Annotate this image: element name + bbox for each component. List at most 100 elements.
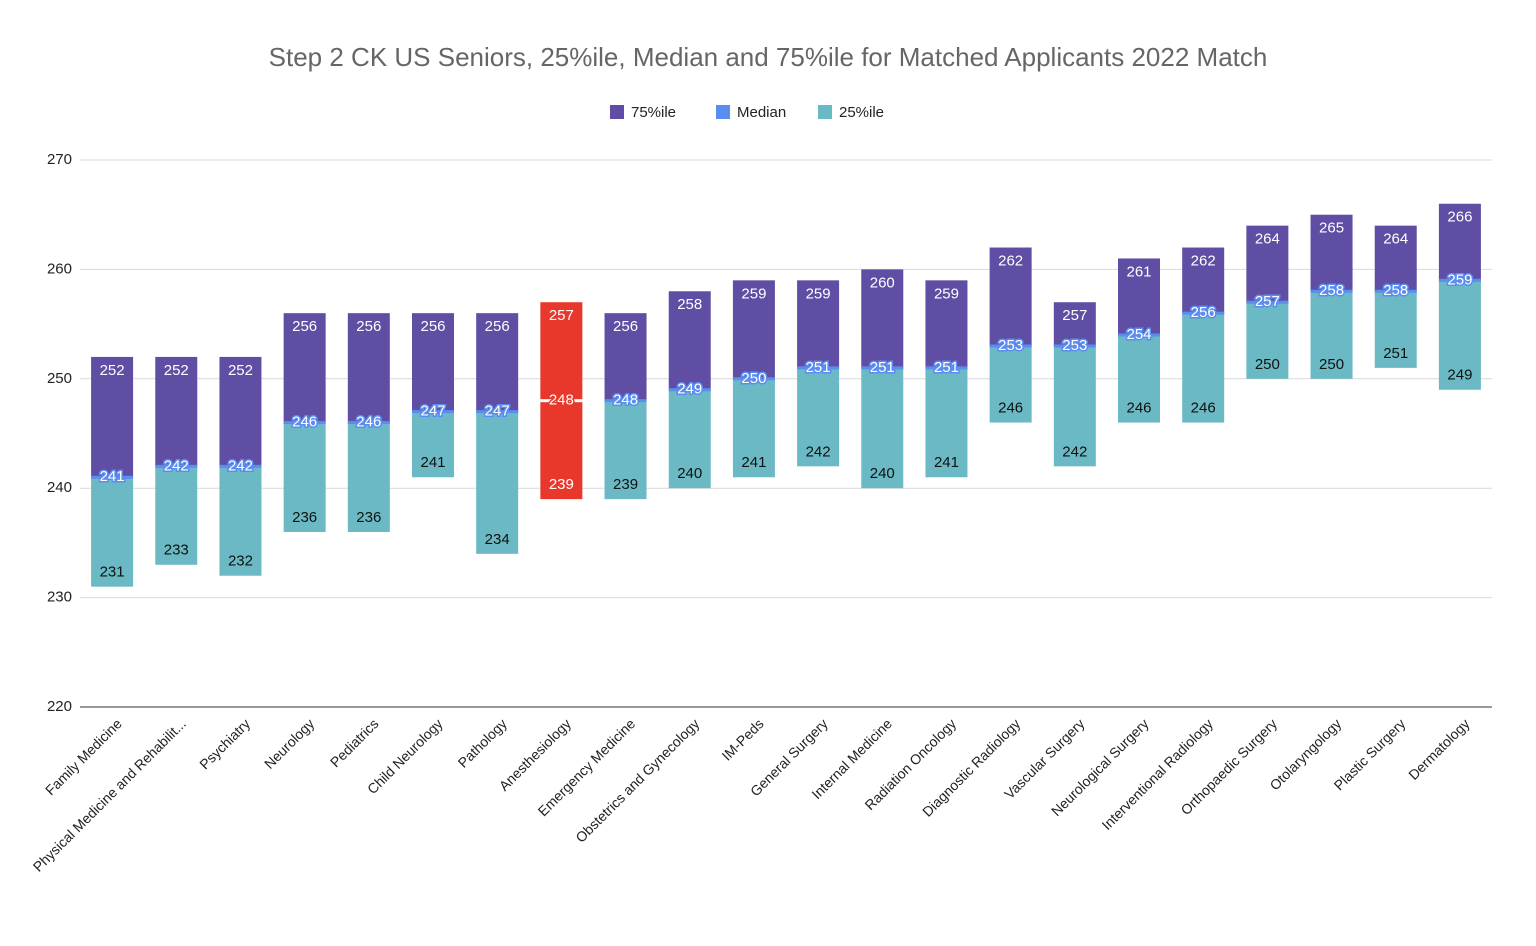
bar-75 <box>668 291 711 390</box>
value-label: 257 <box>1255 293 1280 310</box>
bar-25 <box>155 466 198 565</box>
bar-25 <box>476 411 519 554</box>
bar-75 <box>283 313 326 423</box>
bar-75 <box>412 313 454 412</box>
bar-median <box>1246 300 1289 304</box>
bar-median <box>989 344 1032 348</box>
value-label: 246 <box>1191 400 1216 417</box>
x-tick-label: Dermatology <box>1405 715 1472 782</box>
bar-25 <box>1374 291 1417 368</box>
bar-75 <box>604 313 647 401</box>
value-label: 248 <box>613 392 638 409</box>
legend-label: 75%ile <box>631 104 676 121</box>
bar-75 <box>155 356 198 467</box>
value-label: 246 <box>292 414 317 431</box>
value-label: 266 <box>1447 209 1472 226</box>
bar-75 <box>540 302 583 401</box>
value-label: 247 <box>485 403 510 420</box>
value-label: 247 <box>420 403 445 420</box>
value-label: 246 <box>356 414 381 431</box>
legend-label: Median <box>737 104 786 121</box>
value-label: 252 <box>164 362 189 379</box>
value-label: 256 <box>485 318 510 335</box>
bar-75 <box>925 280 968 368</box>
bar-median <box>1182 311 1225 315</box>
value-label: 259 <box>934 285 959 302</box>
legend-swatch <box>610 105 624 119</box>
legend-swatch <box>818 105 832 119</box>
value-label: 253 <box>1062 337 1087 354</box>
bar-median <box>155 464 198 468</box>
value-label: 239 <box>549 476 574 493</box>
bar-75 <box>476 313 519 412</box>
y-tick-label: 220 <box>47 698 72 715</box>
value-label: 246 <box>998 400 1023 417</box>
value-label: 259 <box>806 285 831 302</box>
bar-25 <box>1310 291 1353 379</box>
value-label: 262 <box>998 252 1023 269</box>
y-tick-label: 240 <box>47 479 72 496</box>
bar-25 <box>861 367 904 489</box>
value-label: 256 <box>420 318 445 335</box>
value-label: 242 <box>164 457 189 474</box>
bar-75 <box>1182 247 1225 314</box>
x-tick-label: IM-Peds <box>718 715 766 763</box>
value-label: 258 <box>677 296 702 313</box>
value-label: 242 <box>228 457 253 474</box>
value-label: 242 <box>806 443 831 460</box>
value-label: 240 <box>870 465 895 482</box>
value-label: 241 <box>420 454 445 471</box>
x-tick-label: Interventional Radiology <box>1098 715 1216 833</box>
value-label: 250 <box>741 370 766 387</box>
bar-25 <box>412 411 454 478</box>
value-label: 250 <box>1255 356 1280 373</box>
bar-25 <box>925 367 968 478</box>
value-label: 251 <box>870 359 895 376</box>
value-label: 236 <box>292 509 317 526</box>
bar-25 <box>283 422 326 532</box>
y-tick-label: 260 <box>47 260 72 277</box>
bar-25 <box>604 400 647 500</box>
bar-median <box>219 464 262 468</box>
value-label: 251 <box>1383 345 1408 362</box>
value-label: 234 <box>485 531 510 548</box>
value-label: 253 <box>998 337 1023 354</box>
value-label: 254 <box>1126 326 1151 343</box>
bar-75 <box>1438 203 1481 281</box>
value-label: 260 <box>870 274 895 291</box>
value-label: 261 <box>1126 263 1151 280</box>
value-label: 241 <box>934 454 959 471</box>
bar-median <box>732 377 775 381</box>
value-label: 259 <box>741 285 766 302</box>
value-label: 251 <box>806 359 831 376</box>
value-label: 262 <box>1191 252 1216 269</box>
value-label: 264 <box>1255 231 1280 248</box>
bar-median <box>91 475 134 479</box>
y-tick-label: 230 <box>47 589 72 606</box>
bar-median <box>797 366 840 370</box>
value-label: 241 <box>741 454 766 471</box>
bar-25 <box>219 466 262 576</box>
bar-75 <box>91 356 134 478</box>
value-label: 239 <box>613 476 638 493</box>
value-label: 258 <box>1319 282 1344 299</box>
value-label: 257 <box>1062 307 1087 324</box>
bar-25 <box>1053 345 1096 467</box>
bar-25 <box>668 389 711 489</box>
value-label: 241 <box>100 468 125 485</box>
value-label: 240 <box>677 465 702 482</box>
bar-25 <box>732 378 775 478</box>
bar-median <box>861 366 904 370</box>
bar-median <box>1438 278 1481 282</box>
bar-75 <box>1310 214 1353 292</box>
x-tick-label: Neurology <box>261 715 317 771</box>
value-label: 256 <box>356 318 381 335</box>
value-label: 251 <box>934 359 959 376</box>
value-label: 265 <box>1319 220 1344 237</box>
bar-median <box>1053 344 1096 348</box>
bar-75 <box>989 247 1032 346</box>
value-label: 248 <box>549 392 574 409</box>
x-tick-label: Pediatrics <box>327 715 382 770</box>
value-label: 232 <box>228 553 253 570</box>
